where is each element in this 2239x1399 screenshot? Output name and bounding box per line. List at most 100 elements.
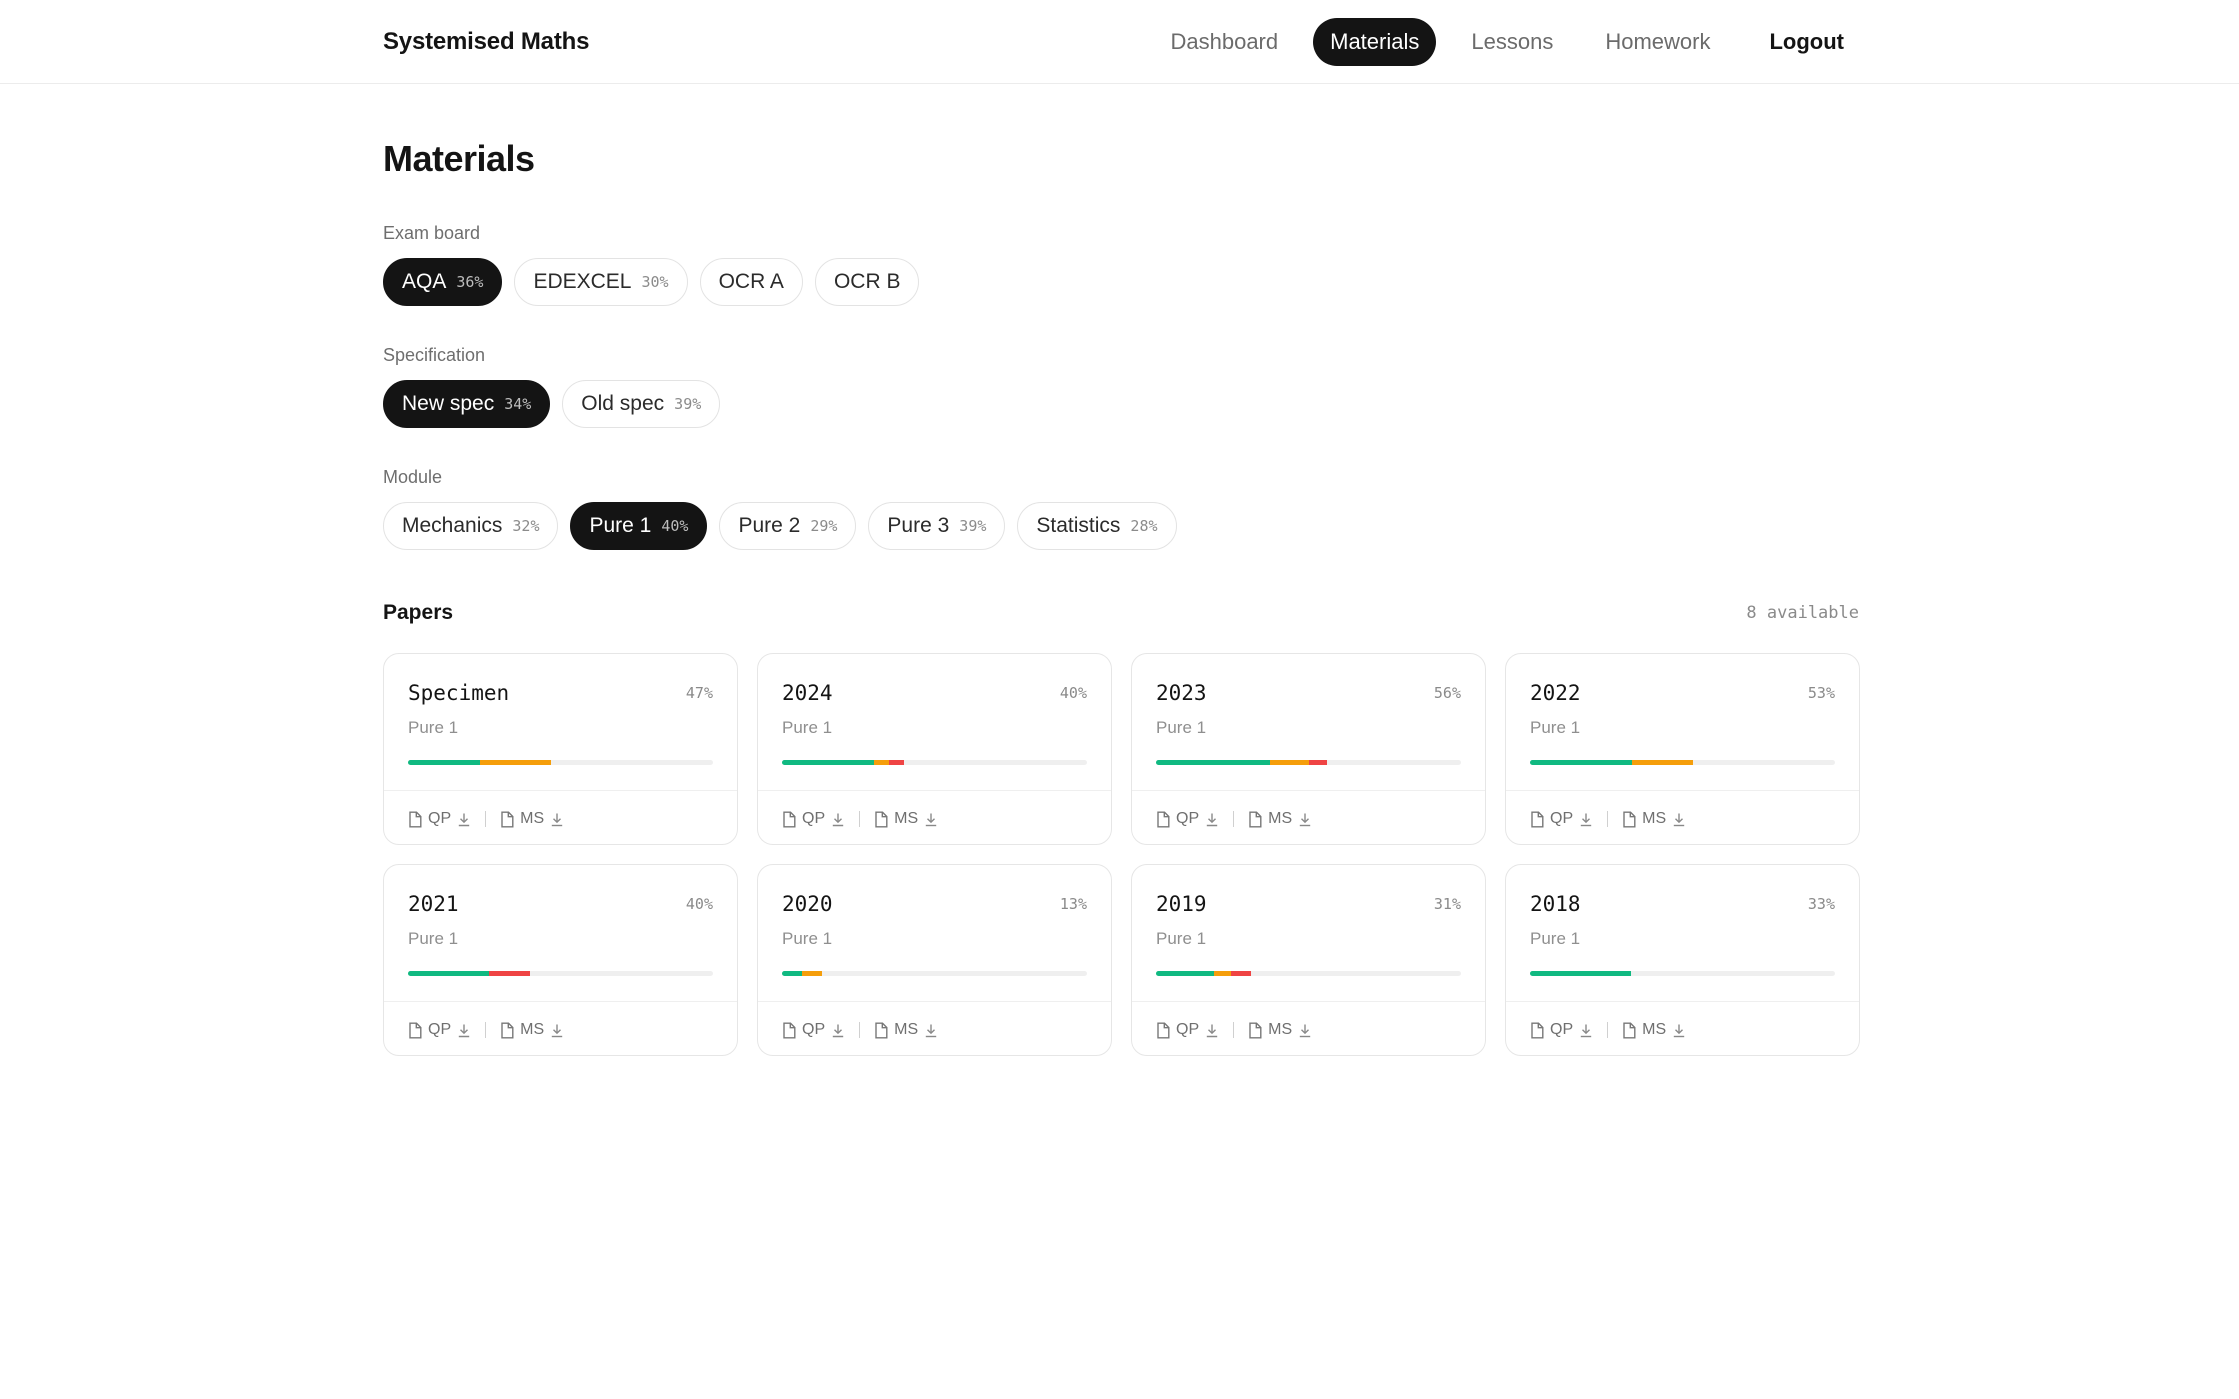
qp-label: QP bbox=[1550, 810, 1574, 827]
qp-download-link[interactable]: QP bbox=[1530, 1021, 1593, 1039]
filter-pill-percent: 40% bbox=[661, 517, 689, 535]
filter-pill-ocr-a[interactable]: OCR A bbox=[699, 258, 803, 306]
filter-pill-percent: 34% bbox=[504, 395, 532, 413]
paper-card-2022[interactable]: 2022 53% Pure 1 QP MS bbox=[1505, 653, 1860, 845]
paper-downloads: QP MS bbox=[1132, 1001, 1485, 1055]
qp-label: QP bbox=[802, 810, 826, 827]
download-icon[interactable] bbox=[1298, 1023, 1312, 1038]
nav-materials[interactable]: Materials bbox=[1313, 18, 1437, 66]
filter-pill-edexcel[interactable]: EDEXCEL 30% bbox=[514, 258, 688, 306]
ms-download-link[interactable]: MS bbox=[500, 810, 564, 828]
paper-score: 31% bbox=[1433, 895, 1461, 913]
paper-card-specimen[interactable]: Specimen 47% Pure 1 QP MS bbox=[383, 653, 738, 845]
paper-downloads: QP MS bbox=[758, 790, 1111, 844]
paper-card-2020[interactable]: 2020 13% Pure 1 QP MS bbox=[757, 864, 1112, 1056]
paper-progress-bar bbox=[1156, 971, 1461, 976]
file-icon bbox=[1248, 1022, 1262, 1039]
ms-label: MS bbox=[1268, 810, 1293, 827]
ms-label: MS bbox=[894, 1021, 919, 1038]
paper-card-2019[interactable]: 2019 31% Pure 1 QP MS bbox=[1131, 864, 1486, 1056]
download-icon[interactable] bbox=[457, 812, 471, 827]
paper-card-body: 2019 31% Pure 1 bbox=[1132, 865, 1485, 1001]
download-icon[interactable] bbox=[1579, 1023, 1593, 1038]
download-icon[interactable] bbox=[1298, 812, 1312, 827]
logout-button[interactable]: Logout bbox=[1769, 29, 1844, 54]
nav-dashboard[interactable]: Dashboard bbox=[1170, 29, 1279, 54]
ms-download-link[interactable]: MS bbox=[500, 1021, 564, 1039]
download-icon[interactable] bbox=[831, 1023, 845, 1038]
qp-download-link[interactable]: QP bbox=[1156, 810, 1219, 828]
filter-pill-statistics[interactable]: Statistics 28% bbox=[1017, 502, 1177, 550]
main-content: Materials Exam board AQA 36% EDEXCEL 30% OCR… bbox=[383, 84, 1860, 1056]
qp-download-link[interactable]: QP bbox=[408, 1021, 471, 1039]
paper-card-2018[interactable]: 2018 33% Pure 1 QP MS bbox=[1505, 864, 1860, 1056]
ms-download-link[interactable]: MS bbox=[874, 810, 938, 828]
download-icon[interactable] bbox=[457, 1023, 471, 1038]
qp-download-link[interactable]: QP bbox=[1156, 1021, 1219, 1039]
filter-pill-mechanics[interactable]: Mechanics 32% bbox=[383, 502, 559, 550]
file-icon bbox=[1156, 811, 1170, 828]
filter-pill-new-spec[interactable]: New spec 34% bbox=[383, 380, 551, 428]
paper-title: 2019 bbox=[1156, 892, 1207, 916]
top-navbar: Systemised Maths Dashboard Materials Les… bbox=[0, 0, 2239, 84]
ms-download-link[interactable]: MS bbox=[1622, 810, 1686, 828]
ms-download-link[interactable]: MS bbox=[1248, 810, 1312, 828]
ms-label: MS bbox=[894, 810, 919, 827]
specification-filter: New spec 34% Old spec 39% bbox=[383, 380, 1859, 428]
qp-download-link[interactable]: QP bbox=[782, 1021, 845, 1039]
download-icon[interactable] bbox=[1205, 1023, 1219, 1038]
filter-pill-ocr-b[interactable]: OCR B bbox=[814, 258, 920, 306]
filter-pill-pure-3[interactable]: Pure 3 39% bbox=[868, 502, 1006, 550]
divider bbox=[1607, 1022, 1609, 1038]
filter-pill-old-spec[interactable]: Old spec 39% bbox=[562, 380, 721, 428]
paper-title: 2021 bbox=[408, 892, 459, 916]
paper-score: 33% bbox=[1807, 895, 1835, 913]
download-icon[interactable] bbox=[1672, 1023, 1686, 1038]
download-icon[interactable] bbox=[550, 1023, 564, 1038]
paper-card-2021[interactable]: 2021 40% Pure 1 QP MS bbox=[383, 864, 738, 1056]
paper-card-2023[interactable]: 2023 56% Pure 1 QP MS bbox=[1131, 653, 1486, 845]
filter-pill-pure-1[interactable]: Pure 1 40% bbox=[570, 502, 708, 550]
progress-segment-red bbox=[1308, 760, 1327, 765]
paper-downloads: QP MS bbox=[758, 1001, 1111, 1055]
paper-card-body: 2021 40% Pure 1 bbox=[384, 865, 737, 1001]
ms-label: MS bbox=[520, 810, 545, 827]
ms-download-link[interactable]: MS bbox=[1622, 1021, 1686, 1039]
filter-pill-aqa[interactable]: AQA 36% bbox=[383, 258, 503, 306]
download-icon[interactable] bbox=[550, 812, 564, 827]
filter-pill-percent: 36% bbox=[456, 273, 484, 291]
brand-logo[interactable]: Systemised Maths bbox=[383, 28, 590, 55]
download-icon[interactable] bbox=[1672, 812, 1686, 827]
paper-card-body: Specimen 47% Pure 1 bbox=[384, 654, 737, 790]
divider bbox=[1233, 811, 1235, 827]
progress-segment-green bbox=[1156, 760, 1271, 765]
download-icon[interactable] bbox=[831, 812, 845, 827]
file-icon bbox=[874, 1022, 888, 1039]
filter-pill-label: EDEXCEL bbox=[533, 270, 632, 293]
download-icon[interactable] bbox=[1205, 812, 1219, 827]
filter-pill-percent: 32% bbox=[512, 517, 540, 535]
filter-pill-percent: 30% bbox=[641, 273, 669, 291]
download-icon[interactable] bbox=[924, 1023, 938, 1038]
qp-label: QP bbox=[1176, 810, 1200, 827]
ms-download-link[interactable]: MS bbox=[874, 1021, 938, 1039]
download-icon[interactable] bbox=[1579, 812, 1593, 827]
paper-title: 2023 bbox=[1156, 681, 1207, 705]
ms-download-link[interactable]: MS bbox=[1248, 1021, 1312, 1039]
paper-progress-bar bbox=[1530, 971, 1835, 976]
paper-card-2024[interactable]: 2024 40% Pure 1 QP MS bbox=[757, 653, 1112, 845]
nav-homework[interactable]: Homework bbox=[1605, 29, 1711, 54]
progress-segment-orange bbox=[479, 760, 552, 765]
filter-pill-pure-2[interactable]: Pure 2 29% bbox=[719, 502, 857, 550]
filter-pill-percent: 39% bbox=[959, 517, 987, 535]
paper-progress-bar bbox=[1156, 760, 1461, 765]
divider bbox=[859, 811, 861, 827]
qp-download-link[interactable]: QP bbox=[408, 810, 471, 828]
divider bbox=[485, 1022, 487, 1038]
page-title: Materials bbox=[383, 138, 535, 179]
qp-download-link[interactable]: QP bbox=[782, 810, 845, 828]
nav-lessons[interactable]: Lessons bbox=[1471, 29, 1554, 54]
qp-download-link[interactable]: QP bbox=[1530, 810, 1593, 828]
progress-segment-green bbox=[408, 971, 489, 976]
download-icon[interactable] bbox=[924, 812, 938, 827]
